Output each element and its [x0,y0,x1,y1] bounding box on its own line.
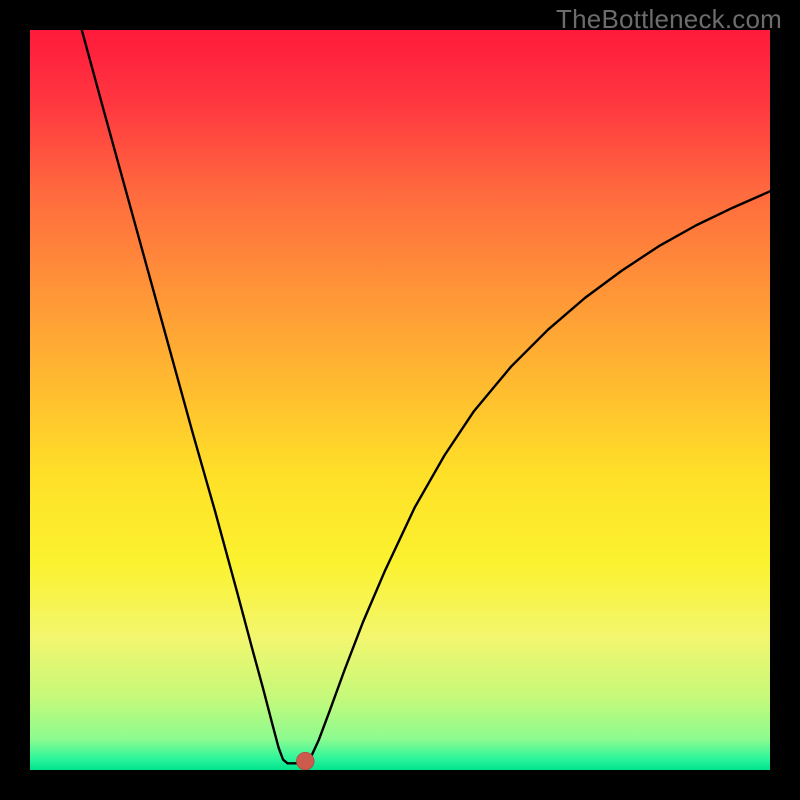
chart-frame: TheBottleneck.com [0,0,800,800]
outer-border [0,0,800,800]
watermark-text: TheBottleneck.com [556,4,782,35]
